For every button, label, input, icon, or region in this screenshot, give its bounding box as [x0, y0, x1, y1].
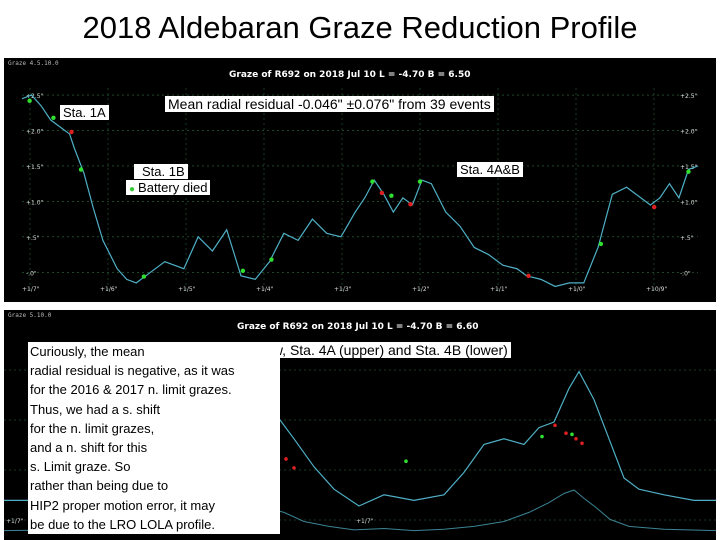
y-tick-label-right: +.5" — [680, 235, 694, 242]
x-tick-label: +1/3" — [334, 286, 352, 293]
x-tick-label: +1/2" — [412, 286, 430, 293]
x-tick-label: +1/7" — [6, 518, 24, 525]
top-profile-chart: +2.5" +2.5" +2.0" +2.0" +1.5" +1.5" +1.0" +1.0"… — [4, 58, 716, 302]
mean-residual-label: Mean radial residual -0.046" ±0.076" fro… — [165, 96, 494, 112]
x-tick-label: +1/5" — [178, 286, 196, 293]
event-point-red — [292, 466, 296, 470]
explanation-line: for the 2016 & 2017 n. limit grazes. — [30, 382, 232, 398]
bottom-chart-title: Graze of R692 on 2018 Jul 10 L = -4.70 B… — [237, 322, 479, 332]
event-point-red — [580, 441, 584, 446]
y-tick-label-left: +2.5" — [26, 93, 44, 100]
event-point-red — [553, 423, 557, 428]
event-point-red — [574, 437, 578, 441]
y-tick-label-left: +1.0" — [26, 199, 44, 206]
event-point-green — [417, 179, 423, 184]
event-point-green — [540, 434, 544, 439]
explanation-line: HIP2 proper motion error, it may — [30, 497, 215, 513]
top-profile-svg: +2.5" +2.5" +2.0" +2.0" +1.5" +1.5" +1.0" +1.0"… — [21, 88, 699, 293]
event-point-green — [141, 274, 147, 279]
event-point-green — [269, 257, 274, 262]
slide-title: 2018 Aldebaran Graze Reduction Profile — [82, 10, 638, 45]
event-point-green — [404, 459, 408, 463]
y-tick-label-left: +2.0" — [26, 129, 44, 136]
event-point-red — [408, 202, 413, 207]
y-tick-label-left: -.0" — [26, 270, 37, 277]
event-point-green — [686, 169, 691, 174]
event-point-red — [379, 190, 385, 196]
top-corner-tag: Graze 4.5.10.0 — [8, 60, 59, 67]
event-point-red — [284, 457, 288, 461]
explanation-line: s. Limit graze. So — [30, 459, 131, 475]
explanation-line: rather than being due to — [30, 478, 169, 494]
sta-1a-label: Sta. 1A — [60, 105, 109, 120]
top-chart-title: Graze of R692 on 2018 Jul 10 L = -4.70 B… — [229, 70, 471, 80]
explanation-line: Thus, we had a s. shift — [30, 401, 161, 417]
x-tick-label: +1/4" — [256, 286, 274, 293]
explanation-line: radial residual is negative, as it was — [30, 363, 235, 379]
event-point-green — [370, 179, 375, 184]
event-point-green — [51, 115, 56, 120]
explanation-line: Curiously, the mean — [30, 344, 145, 359]
event-point-green — [27, 98, 32, 103]
event-point-red — [652, 204, 657, 210]
y-tick-label-left: +1.5" — [26, 164, 44, 171]
x-tick-label: +1/0" — [568, 286, 586, 293]
battery-died-text: Battery died — [138, 180, 208, 195]
x-tick-label: +10/9" — [646, 286, 668, 293]
explanation-line: for the n. limit grazes, — [30, 420, 155, 436]
x-tick-label: +1/1" — [490, 286, 508, 293]
y-tick-label-right: +2.0" — [680, 129, 698, 136]
sta-1b-label: Sta. 1B — [134, 164, 188, 179]
event-point-red — [526, 273, 531, 279]
event-point-red — [564, 431, 568, 435]
event-point-green — [389, 193, 394, 198]
profile-line — [21, 94, 699, 288]
y-tick-label-right: +1.5" — [680, 164, 698, 171]
explanation-line: be due to the LRO LOLA profile. — [30, 516, 216, 532]
x-tick-label: +1/7" — [356, 518, 374, 525]
sta-4ab-label: Sta. 4A&B — [457, 162, 523, 177]
bottom-corner-tag: Graze 5.10.0 — [8, 312, 52, 319]
y-tick-label-right: +2.5" — [680, 93, 698, 100]
battery-marker-icon: ● — [129, 184, 136, 195]
y-tick-label-left: +.5" — [26, 235, 40, 242]
explanation-text: Curiously, the mean radial residual is n… — [28, 342, 280, 535]
explanation-line: and a n. shift for this — [30, 440, 148, 456]
event-point-green — [78, 167, 84, 172]
event-point-green — [570, 432, 574, 437]
x-tick-label: +1/7" — [22, 286, 40, 293]
y-tick-label-right: -.0" — [680, 270, 691, 277]
x-tick-label: +1/6" — [100, 286, 118, 293]
y-tick-label-right: +1.0" — [680, 199, 698, 206]
event-point-red — [69, 129, 74, 135]
event-point-green — [598, 241, 604, 247]
event-point-green — [240, 268, 246, 274]
battery-died-label: ● Battery died — [126, 180, 211, 195]
